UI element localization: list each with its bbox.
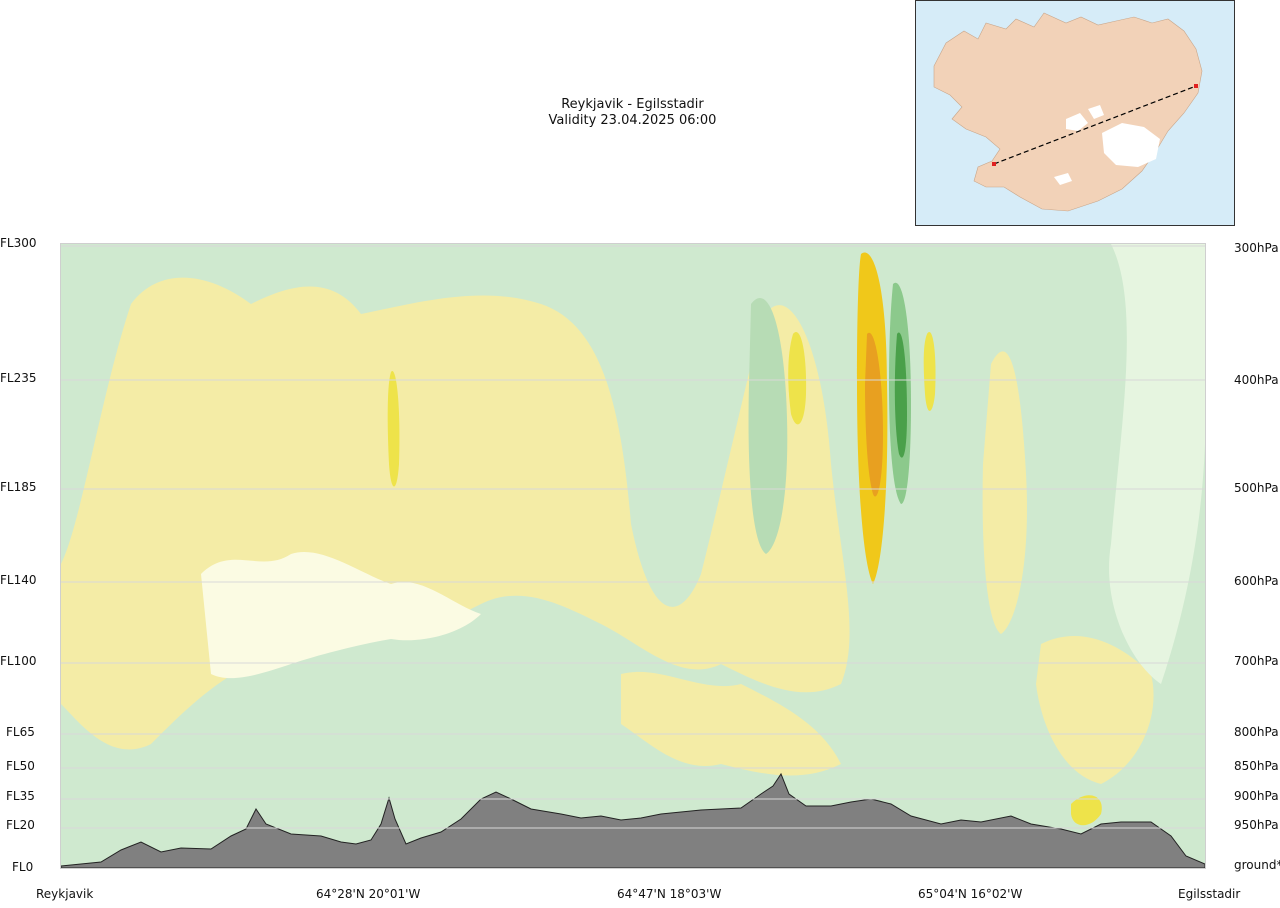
left-label-fl20: FL20 <box>6 818 35 832</box>
x-label-point-2: 64°47'N 18°03'W <box>617 887 722 901</box>
glacier-myrdalsjokull <box>1054 173 1072 185</box>
route-start-point <box>992 162 996 166</box>
glacier-langjokull <box>1066 113 1088 131</box>
left-label-fl0: FL0 <box>12 860 34 874</box>
contour-yellow-strip2 <box>788 332 807 425</box>
left-label-fl140: FL140 <box>0 573 37 587</box>
contour-yellow-left <box>61 277 850 750</box>
right-label-ground: ground* <box>1234 858 1280 872</box>
left-label-fl235: FL235 <box>0 371 37 385</box>
x-label-reykjavik: Reykjavik <box>36 887 94 901</box>
right-label-900hpa: 900hPa <box>1234 789 1279 803</box>
contour-pale-band <box>201 551 481 679</box>
right-label-850hpa: 850hPa <box>1234 759 1279 773</box>
contour-yellow-right <box>982 351 1027 634</box>
right-label-700hpa: 700hPa <box>1234 654 1279 668</box>
contour-darkgreen-core <box>894 332 907 458</box>
glacier-vatnajokull <box>1102 123 1160 167</box>
contour-yellow-strip1 <box>387 370 400 487</box>
x-label-point-3: 65°04'N 16°02'W <box>918 887 1023 901</box>
validity-time: Validity 23.04.2025 06:00 <box>548 113 717 128</box>
gridlines <box>61 245 1205 829</box>
contour-yellow-low <box>1071 795 1102 826</box>
field-layer <box>61 244 1205 868</box>
terrain-profile <box>61 772 1205 868</box>
left-label-fl100: FL100 <box>0 654 37 668</box>
route-line <box>993 85 1197 165</box>
contour-yellow-strip3 <box>923 332 936 411</box>
right-label-600hpa: 600hPa <box>1234 574 1279 588</box>
contour-orange-core <box>865 332 883 497</box>
contour-yellow-lower2 <box>1036 635 1154 784</box>
left-label-fl300: FL300 <box>0 236 37 250</box>
right-label-800hpa: 800hPa <box>1234 725 1279 739</box>
contour-yellow-lower <box>621 671 841 776</box>
inset-map <box>915 0 1235 226</box>
chart-title-block: Reykjavik - Egilsstadir Validity 23.04.2… <box>0 97 1265 129</box>
glacier-hofsjokull <box>1088 105 1104 119</box>
left-label-fl185: FL185 <box>0 480 37 494</box>
right-label-400hpa: 400hPa <box>1234 373 1279 387</box>
cross-section-plot <box>60 243 1206 869</box>
right-label-300hpa: 300hPa <box>1234 241 1279 255</box>
contour-lightgreen-right <box>1109 244 1205 684</box>
left-label-fl35: FL35 <box>6 789 35 803</box>
right-label-950hpa: 950hPa <box>1234 818 1279 832</box>
route-title: Reykjavik - Egilsstadir <box>561 97 704 112</box>
right-label-500hpa: 500hPa <box>1234 481 1279 495</box>
left-label-fl50: FL50 <box>6 759 35 773</box>
x-label-point-1: 64°28'N 20°01'W <box>316 887 421 901</box>
left-label-fl65: FL65 <box>6 725 35 739</box>
contour-green-midright <box>748 298 788 554</box>
route-end-point <box>1194 84 1198 88</box>
x-label-egilsstadir: Egilsstadir <box>1178 887 1241 901</box>
